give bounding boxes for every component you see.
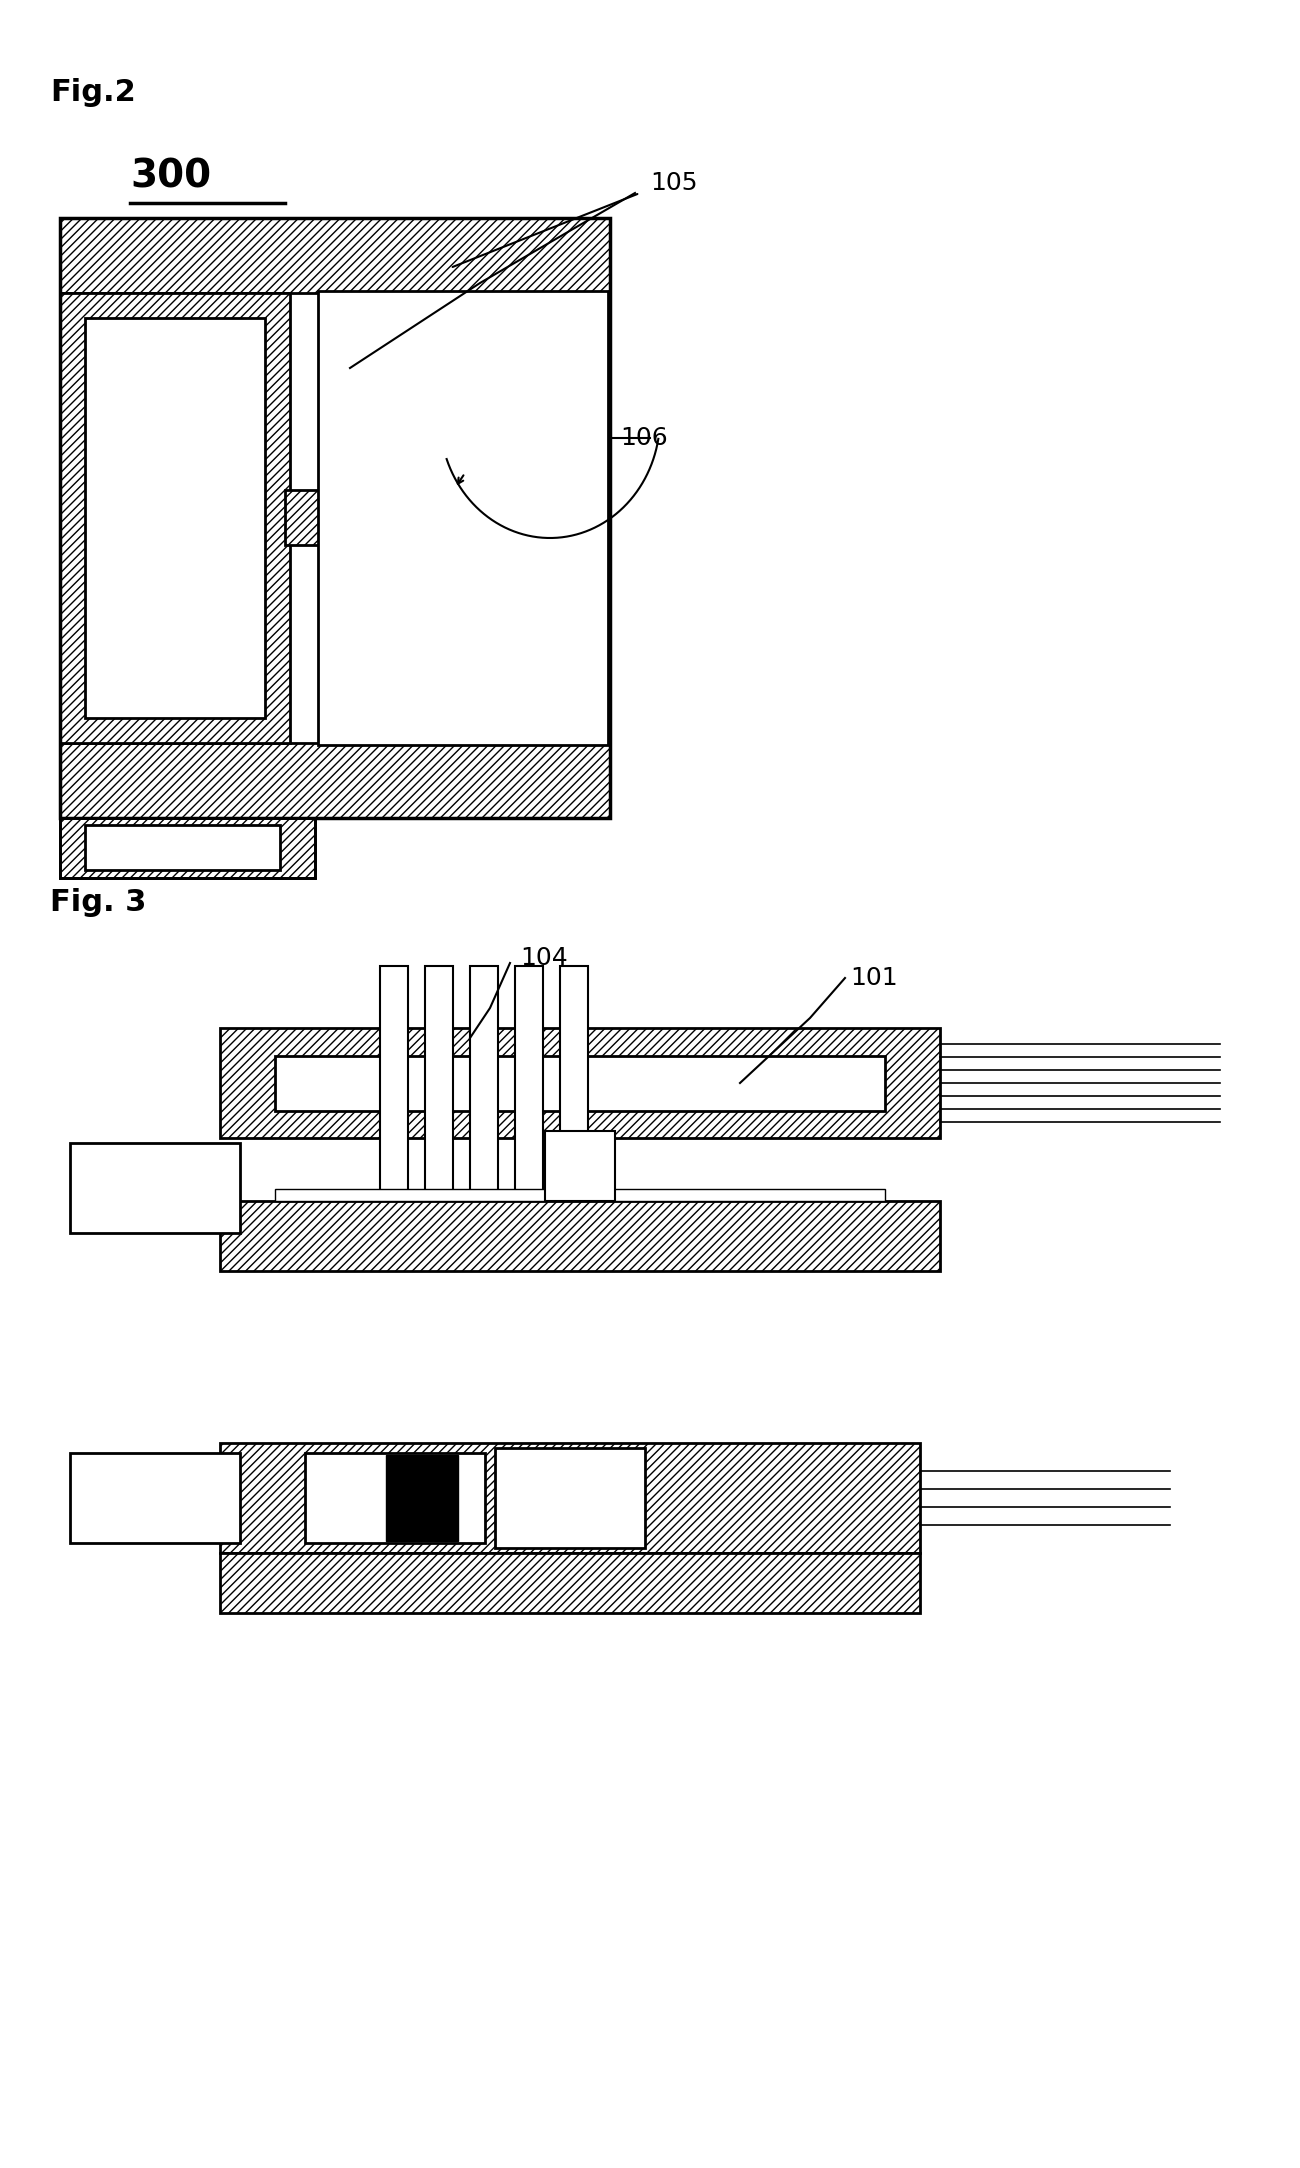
Bar xyxy=(60,817,315,878)
Bar xyxy=(60,219,610,293)
Bar xyxy=(70,1453,240,1544)
Bar xyxy=(60,817,315,878)
Bar xyxy=(285,490,320,546)
Bar xyxy=(306,1453,485,1544)
Text: 104: 104 xyxy=(520,945,568,969)
Bar xyxy=(220,1552,920,1613)
Bar xyxy=(386,1455,458,1541)
Text: 105: 105 xyxy=(650,171,698,195)
Bar xyxy=(84,319,265,718)
Bar xyxy=(84,826,280,869)
Bar xyxy=(425,965,452,1201)
Bar xyxy=(276,1056,885,1110)
Bar xyxy=(60,219,610,817)
Bar xyxy=(220,1028,940,1138)
Text: 101: 101 xyxy=(850,967,897,991)
Bar xyxy=(318,291,608,746)
Bar xyxy=(380,965,408,1201)
Bar xyxy=(60,293,290,744)
Text: Fig. 3: Fig. 3 xyxy=(49,889,147,917)
Bar xyxy=(545,1130,615,1201)
Bar xyxy=(276,1188,885,1201)
Bar xyxy=(220,1201,940,1270)
Text: Fig.2: Fig.2 xyxy=(49,78,135,106)
Bar xyxy=(495,1448,645,1548)
Text: 106: 106 xyxy=(620,425,668,451)
Bar xyxy=(471,965,498,1201)
Bar xyxy=(60,744,610,817)
Bar xyxy=(220,1444,920,1552)
Text: 300: 300 xyxy=(130,158,211,195)
Bar xyxy=(560,965,588,1201)
Bar xyxy=(515,965,543,1201)
Bar xyxy=(70,1143,240,1234)
